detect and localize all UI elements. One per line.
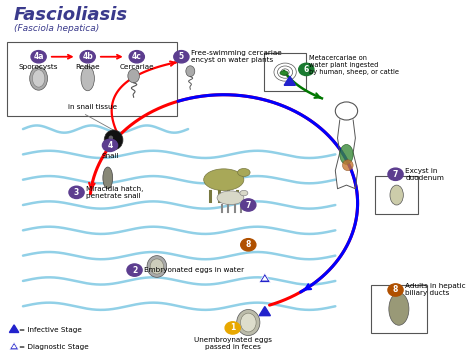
Circle shape (388, 284, 403, 296)
Ellipse shape (109, 135, 113, 140)
Ellipse shape (32, 70, 45, 87)
Circle shape (69, 186, 84, 199)
Text: Fascioliasis: Fascioliasis (14, 6, 128, 24)
Text: Free-swimming cercariae
encyst on water plants: Free-swimming cercariae encyst on water … (191, 50, 282, 63)
Circle shape (80, 50, 95, 63)
FancyBboxPatch shape (375, 176, 418, 214)
Text: 4b: 4b (82, 52, 93, 61)
Circle shape (241, 199, 256, 211)
Ellipse shape (204, 169, 244, 191)
Ellipse shape (217, 191, 244, 205)
Text: 8: 8 (393, 285, 398, 294)
Polygon shape (259, 273, 271, 282)
Text: Embryonated eggs in water: Embryonated eggs in water (145, 267, 245, 273)
Ellipse shape (389, 293, 409, 325)
Polygon shape (284, 76, 295, 85)
Polygon shape (11, 344, 17, 348)
Circle shape (129, 50, 145, 63)
Ellipse shape (280, 71, 288, 75)
Circle shape (225, 322, 240, 334)
Text: 5: 5 (179, 52, 184, 61)
Text: = Diagnostic Stage: = Diagnostic Stage (19, 344, 89, 350)
Ellipse shape (390, 185, 403, 205)
Ellipse shape (104, 130, 123, 150)
Text: 4a: 4a (33, 52, 44, 61)
Text: Adults in hepatic
biliary ducts: Adults in hepatic biliary ducts (405, 284, 466, 297)
Text: (Fasciola hepatica): (Fasciola hepatica) (14, 24, 100, 33)
Text: 3: 3 (74, 188, 79, 197)
Text: Excyst in
duodenum: Excyst in duodenum (405, 168, 444, 181)
Text: 2: 2 (132, 266, 137, 274)
Text: in snail tissue: in snail tissue (68, 104, 117, 110)
Circle shape (127, 264, 142, 276)
Text: 7: 7 (246, 200, 251, 209)
FancyBboxPatch shape (8, 42, 177, 117)
Ellipse shape (237, 168, 250, 176)
Polygon shape (9, 325, 19, 333)
Text: Miracidia hatch,
penetrate snail: Miracidia hatch, penetrate snail (86, 186, 144, 199)
Ellipse shape (30, 67, 47, 90)
Ellipse shape (128, 69, 139, 83)
Ellipse shape (81, 66, 94, 91)
Text: 4: 4 (108, 141, 113, 150)
Ellipse shape (342, 160, 353, 171)
Circle shape (174, 50, 189, 63)
Ellipse shape (240, 313, 256, 332)
Ellipse shape (103, 167, 113, 189)
Text: Cercariae: Cercariae (119, 64, 154, 70)
Text: Rediae: Rediae (75, 64, 100, 70)
Text: Sporocysts: Sporocysts (19, 64, 58, 70)
Text: 8: 8 (246, 240, 251, 249)
Polygon shape (9, 342, 19, 350)
Text: 6: 6 (304, 65, 309, 74)
Circle shape (241, 238, 256, 251)
Text: 4c: 4c (132, 52, 142, 61)
Circle shape (31, 50, 46, 63)
Text: = Infective Stage: = Infective Stage (19, 327, 82, 333)
Ellipse shape (186, 66, 195, 77)
Ellipse shape (237, 310, 260, 335)
Circle shape (102, 139, 118, 151)
Polygon shape (262, 276, 268, 281)
Circle shape (299, 63, 314, 76)
Ellipse shape (150, 259, 164, 274)
Text: 1: 1 (230, 323, 235, 333)
Ellipse shape (340, 144, 353, 164)
FancyBboxPatch shape (264, 53, 306, 91)
Ellipse shape (147, 256, 167, 277)
Text: 7: 7 (393, 170, 398, 179)
Text: Metacercariae on
water plant ingested
by human, sheep, or cattle: Metacercariae on water plant ingested by… (309, 55, 399, 75)
Text: Unembroynated eggs
passed in feces: Unembroynated eggs passed in feces (194, 337, 272, 350)
FancyBboxPatch shape (371, 285, 427, 333)
Ellipse shape (240, 190, 248, 196)
Polygon shape (259, 306, 271, 316)
Circle shape (388, 168, 403, 180)
Text: Snail: Snail (101, 153, 119, 159)
